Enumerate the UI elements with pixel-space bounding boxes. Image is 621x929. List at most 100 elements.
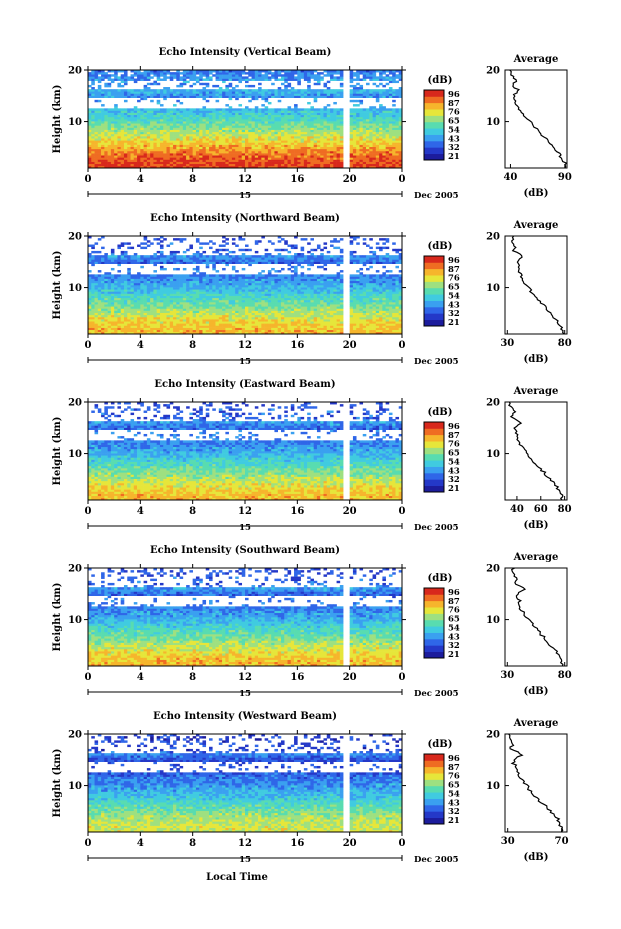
heatmap-cell xyxy=(320,159,324,162)
heatmap-cell xyxy=(330,136,334,139)
heatmap-cell xyxy=(395,138,400,141)
heatmap-cell xyxy=(235,121,239,124)
heatmap-cell xyxy=(107,76,112,79)
heatmap-cell xyxy=(209,114,213,118)
heatmap-cell xyxy=(117,287,122,290)
heatmap-cell xyxy=(294,112,298,116)
heatmap-cell xyxy=(97,291,102,294)
heatmap-cell xyxy=(274,155,279,158)
heatmap-cell xyxy=(284,78,288,81)
heatmap-cell xyxy=(123,153,128,156)
heatmap-cell xyxy=(323,163,328,167)
heatmap-cell xyxy=(212,285,216,288)
heatmap-cell xyxy=(110,80,115,84)
heatmap-cell xyxy=(156,299,161,303)
heatmap-cell xyxy=(209,308,213,311)
heatmap-cell xyxy=(195,289,200,292)
heatmap-cell xyxy=(238,72,243,75)
heatmap-cell xyxy=(91,70,95,73)
heatmap-cell xyxy=(110,316,115,320)
heatmap-cell xyxy=(261,121,265,124)
heatmap-cell xyxy=(150,91,154,94)
heatmap-cell xyxy=(362,157,367,160)
heatmap-cell xyxy=(120,93,125,96)
heatmap-cell xyxy=(153,150,157,154)
heatmap-cell xyxy=(356,99,360,103)
heatmap-cell xyxy=(97,150,102,154)
heatmap-cell xyxy=(349,116,354,120)
heatmap-cell xyxy=(117,129,122,133)
heatmap-cell xyxy=(297,140,301,143)
heatmap-cell xyxy=(169,153,174,156)
heatmap-cell xyxy=(359,108,364,111)
heatmap-cell xyxy=(349,150,354,154)
heatmap-cell xyxy=(248,91,252,94)
heatmap-cell xyxy=(369,74,373,77)
heatmap-cell xyxy=(97,250,102,254)
heatmap-cell xyxy=(123,293,128,296)
heatmap-cell xyxy=(316,114,321,118)
heatmap-cell xyxy=(156,259,161,262)
heatmap-cell xyxy=(137,278,141,282)
heatmap-cell xyxy=(388,136,393,139)
heatmap-cell xyxy=(137,155,141,158)
heatmap-cell xyxy=(107,74,112,77)
heatmap-cell xyxy=(202,293,207,296)
heatmap-cell xyxy=(320,163,324,167)
heatmap-cells xyxy=(88,70,403,169)
heatmap-cell xyxy=(359,123,364,126)
heatmap-cell xyxy=(166,123,171,126)
heatmap-cell xyxy=(189,261,193,264)
heatmap-cell xyxy=(120,325,125,328)
heatmap-cell xyxy=(189,331,193,335)
heatmap-cell xyxy=(156,110,161,113)
heatmap-cell xyxy=(349,121,354,124)
heatmap-cell xyxy=(297,76,301,79)
heatmap-cell xyxy=(88,116,92,120)
heatmap-cell xyxy=(179,89,184,92)
heatmap-cell xyxy=(127,131,131,135)
heatmap-cell xyxy=(97,308,102,311)
heatmap-cell xyxy=(336,129,341,133)
heatmap-cell xyxy=(195,91,200,94)
heatmap-cell xyxy=(202,87,207,90)
heatmap-cell xyxy=(186,261,190,264)
heatmap-cell xyxy=(392,70,396,73)
heatmap-cell xyxy=(101,327,105,331)
heatmap-cell xyxy=(202,157,207,160)
heatmap-cell xyxy=(225,131,229,135)
heatmap-cell xyxy=(127,299,131,303)
heatmap-cell xyxy=(271,148,275,152)
heatmap-cell xyxy=(107,82,112,86)
heatmap-cell xyxy=(123,314,128,318)
heatmap-cell xyxy=(91,153,95,156)
heatmap-cell xyxy=(156,306,161,309)
heatmap-cell xyxy=(248,155,252,158)
heatmap-cell xyxy=(117,127,122,130)
heatmap-cell xyxy=(398,119,403,122)
heatmap-cell xyxy=(277,153,282,156)
heatmap-cell xyxy=(366,133,370,137)
heatmap-cell xyxy=(114,76,118,79)
heatmap-cell xyxy=(352,84,357,88)
heatmap-cell xyxy=(366,93,370,96)
heatmap-cell xyxy=(316,144,321,147)
heatmap-cell xyxy=(320,140,324,143)
heatmap-cell xyxy=(209,327,213,331)
heatmap-cell xyxy=(114,314,118,318)
heatmap-cell xyxy=(169,112,174,116)
heatmap-cell xyxy=(107,119,112,122)
heatmap-cell xyxy=(176,108,180,111)
heatmap-cell xyxy=(202,125,207,128)
heatmap-cell xyxy=(369,131,373,135)
heatmap-cell xyxy=(186,165,190,169)
heatmap-cell xyxy=(310,131,314,135)
heatmap-cell xyxy=(179,136,184,139)
heatmap-cell xyxy=(114,329,118,333)
heatmap-cell xyxy=(192,308,197,311)
heatmap-cell xyxy=(150,278,154,282)
heatmap-cell xyxy=(176,316,180,320)
heatmap-cell xyxy=(209,278,213,282)
heatmap-cell xyxy=(248,129,252,133)
heatmap-cell xyxy=(333,78,337,81)
